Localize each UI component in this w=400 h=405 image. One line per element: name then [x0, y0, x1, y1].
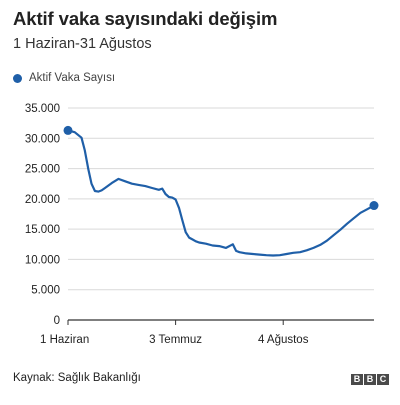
y-tick-label: 5.000: [31, 285, 60, 297]
bbc-logo-letter-1: B: [351, 374, 363, 385]
bbc-logo-letter-2: B: [364, 374, 376, 385]
x-tick-label: 3 Temmuz: [149, 334, 202, 346]
legend-label: Aktif Vaka Sayısı: [29, 72, 116, 84]
bbc-logo: B B C: [351, 374, 389, 385]
bbc-logo-letter-3: C: [377, 374, 389, 385]
legend: Aktif Vaka Sayısı: [13, 72, 115, 84]
chart-subtitle: 1 Haziran-31 Ağustos: [13, 36, 152, 52]
y-tick-label: 30.000: [25, 133, 60, 145]
series-end-point: [369, 201, 379, 211]
y-tick-label: 20.000: [25, 194, 60, 206]
y-tick-label: 10.000: [25, 254, 60, 266]
series-start-point: [63, 125, 73, 135]
y-tick-label: 35.000: [25, 103, 60, 115]
y-tick-label: 0: [54, 315, 60, 327]
source-note: Kaynak: Sağlık Bakanlığı: [13, 372, 141, 384]
chart-title: Aktif vaka sayısındaki değişim: [13, 8, 278, 29]
series-line-aktif-vaka: [66, 129, 376, 257]
legend-marker-dot-icon: [13, 73, 22, 83]
y-tick-label: 15.000: [25, 224, 60, 236]
x-tick-label: 1 Haziran: [40, 334, 89, 346]
x-tick-label: 4 Ağustos: [258, 334, 309, 346]
y-tick-label: 25.000: [25, 164, 60, 176]
